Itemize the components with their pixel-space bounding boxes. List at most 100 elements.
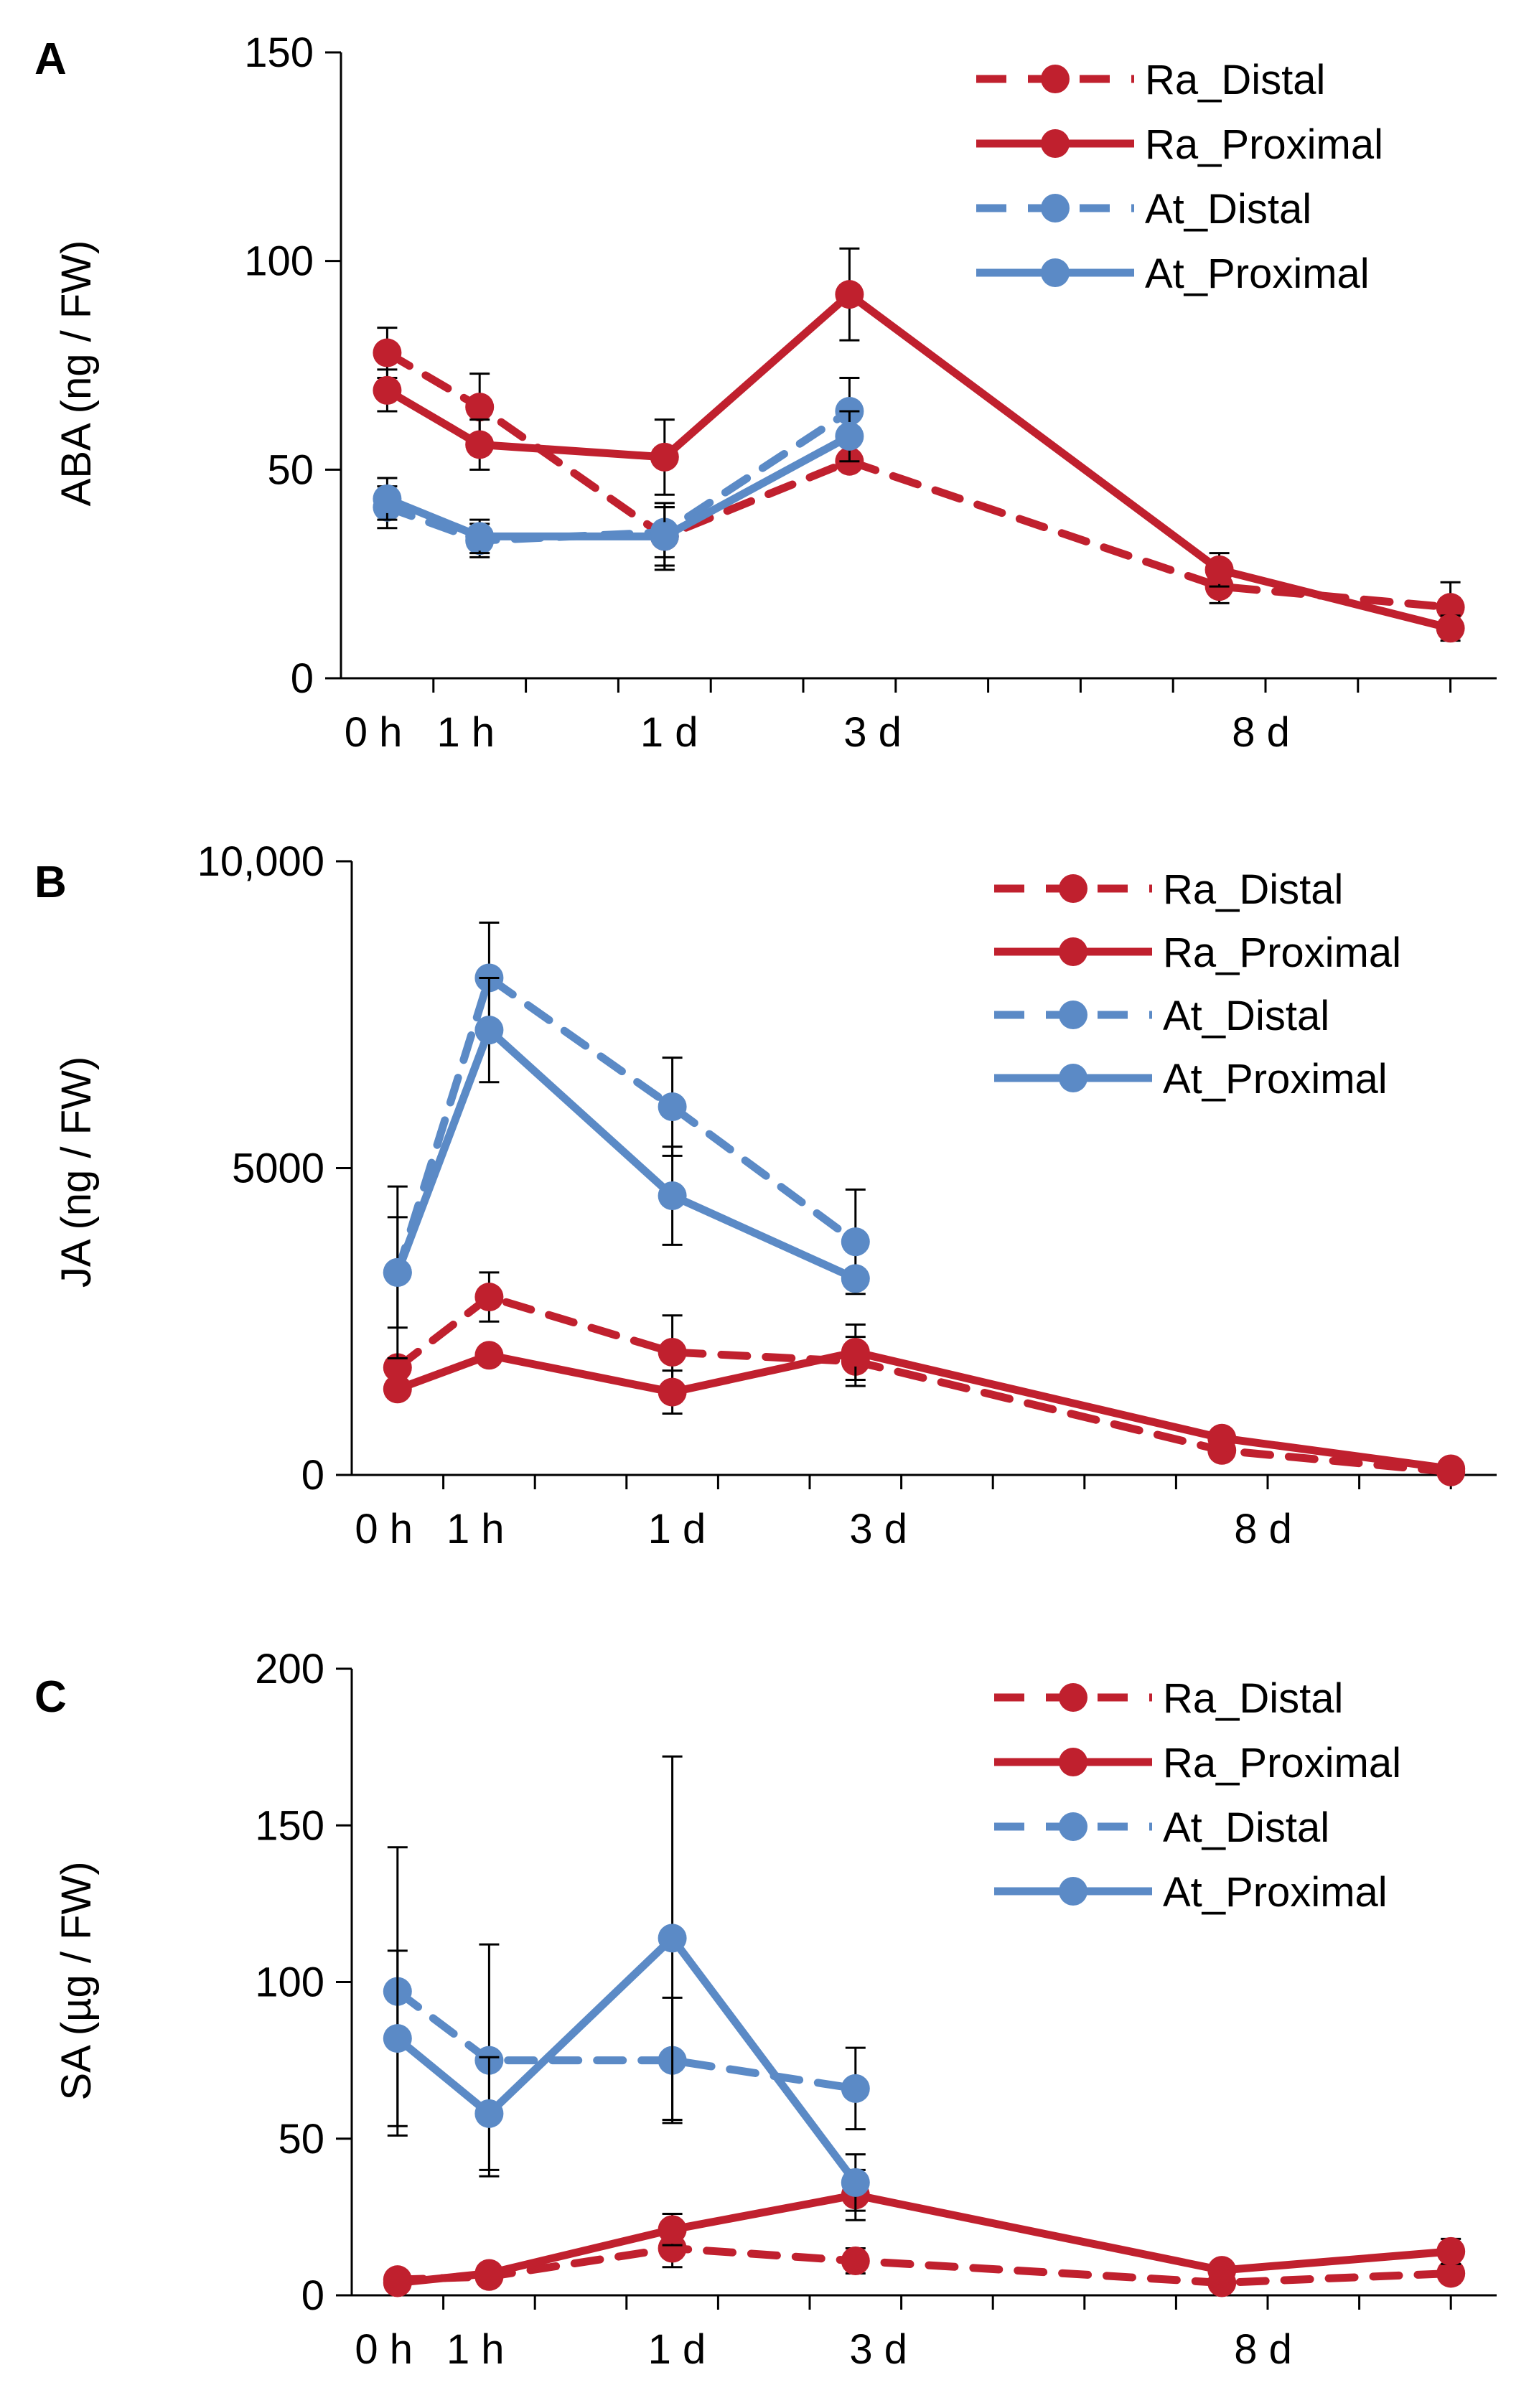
x-tick-label: 3 d bbox=[843, 709, 902, 756]
y-tick-label: 10,000 bbox=[197, 838, 324, 885]
panel-letter: B bbox=[34, 858, 67, 907]
data-point bbox=[841, 2074, 870, 2103]
legend-swatch-marker bbox=[1059, 874, 1087, 903]
x-tick-label: 0 h bbox=[355, 1506, 413, 1552]
series-line bbox=[393, 1348, 1455, 1473]
data-point bbox=[1436, 2259, 1466, 2288]
x-tick-label: 1 d bbox=[648, 2326, 706, 2373]
data-point bbox=[841, 1227, 870, 1257]
x-tick-label: 3 d bbox=[849, 2326, 907, 2373]
legend-swatch-marker bbox=[1059, 1877, 1087, 1906]
legend-swatch-marker bbox=[1041, 194, 1070, 222]
data-point bbox=[373, 338, 402, 367]
legend-label: At_Distal bbox=[1163, 993, 1329, 1039]
data-point bbox=[658, 1181, 687, 1210]
series-at-proximal bbox=[383, 976, 870, 1329]
panel-letter: A bbox=[34, 34, 67, 84]
data-point bbox=[465, 522, 495, 551]
x-tick-label: 0 h bbox=[345, 709, 403, 756]
data-point bbox=[465, 393, 495, 422]
legend-swatch-marker bbox=[1059, 1683, 1087, 1712]
data-point bbox=[1207, 2256, 1237, 2285]
legend-swatch-marker bbox=[1059, 1001, 1087, 1029]
data-point bbox=[373, 484, 402, 514]
data-point bbox=[841, 2246, 870, 2275]
legend-item-ra-proximal: Ra_Proximal bbox=[994, 929, 1401, 976]
panel-b: B JA (ng / FW) 0 5000 10,000 0 h 1 h 1 d 3 d 8 … bbox=[34, 838, 1497, 1552]
series-line bbox=[393, 2191, 1455, 2287]
legend: Ra_Distal Ra_Proximal At_Distal At_Proximal bbox=[994, 1675, 1401, 1916]
x-tick-label: 3 d bbox=[849, 1506, 907, 1552]
legend-swatch-marker bbox=[1059, 1812, 1087, 1841]
series-ra-proximal bbox=[383, 2168, 1466, 2297]
legend-swatch-marker bbox=[1041, 129, 1070, 158]
data-point bbox=[1436, 593, 1465, 622]
data-point bbox=[841, 1264, 870, 1293]
series-at-distal bbox=[383, 1846, 870, 2178]
data-point bbox=[1436, 2236, 1466, 2266]
series-line bbox=[393, 1026, 860, 1283]
legend: Ra_Distal Ra_Proximal At_Distal At_Proximal bbox=[976, 57, 1383, 297]
legend-item-ra-proximal: Ra_Proximal bbox=[976, 121, 1383, 168]
series-line bbox=[393, 973, 860, 1277]
y-axis-label: SA (µg / FW) bbox=[53, 1861, 100, 2100]
series-line bbox=[393, 2244, 1455, 2287]
legend-swatch-marker bbox=[1041, 65, 1070, 93]
y-tick-label: 100 bbox=[255, 1959, 324, 2006]
legend-label: Ra_Distal bbox=[1163, 866, 1343, 913]
legend-label: At_Distal bbox=[1163, 1804, 1329, 1851]
legend-item-at-proximal: At_Proximal bbox=[976, 250, 1370, 297]
series-ra-proximal bbox=[383, 1324, 1466, 1484]
y-tick-label: 50 bbox=[267, 446, 314, 493]
legend-label: Ra_Proximal bbox=[1163, 1740, 1401, 1786]
legend-label: At_Distal bbox=[1145, 186, 1311, 233]
x-tick-label: 1 h bbox=[446, 2326, 505, 2373]
legend-label: At_Proximal bbox=[1145, 250, 1370, 297]
series-at-proximal bbox=[373, 410, 864, 567]
series-layer bbox=[383, 1755, 1466, 2297]
legend-item-ra-distal: Ra_Distal bbox=[976, 57, 1325, 103]
y-tick-label: 50 bbox=[278, 2116, 324, 2163]
series-line bbox=[393, 1987, 860, 2093]
y-tick-label: 200 bbox=[255, 1646, 324, 1692]
legend-label: At_Proximal bbox=[1163, 1869, 1388, 1916]
legend-label: Ra_Distal bbox=[1145, 57, 1325, 103]
legend-item-at-proximal: At_Proximal bbox=[994, 1869, 1388, 1916]
series-at-proximal bbox=[383, 1755, 870, 2212]
y-tick-label: 5000 bbox=[232, 1146, 324, 1192]
x-tick-label: 8 d bbox=[1232, 709, 1290, 756]
legend-item-at-distal: At_Distal bbox=[994, 1804, 1329, 1851]
data-point bbox=[474, 1283, 504, 1312]
y-tick-label: 100 bbox=[244, 238, 314, 285]
series-ra-distal bbox=[383, 1271, 1466, 1486]
y-tick-label: 150 bbox=[255, 1802, 324, 1849]
legend-item-at-distal: At_Distal bbox=[976, 186, 1311, 233]
data-point bbox=[383, 1257, 412, 1287]
data-point bbox=[658, 1377, 687, 1407]
x-tick-label: 1 h bbox=[446, 1506, 505, 1552]
x-tick-label: 1 d bbox=[648, 1506, 706, 1552]
legend-label: Ra_Distal bbox=[1163, 1675, 1343, 1722]
x-tick-label: 0 h bbox=[355, 2326, 413, 2373]
series-layer bbox=[383, 922, 1466, 1486]
series-line bbox=[393, 1293, 1455, 1476]
data-point bbox=[383, 1353, 412, 1382]
series-at-distal bbox=[383, 922, 870, 1360]
data-point bbox=[658, 1338, 687, 1367]
y-axis-label: ABA (ng / FW) bbox=[53, 240, 100, 507]
y-axis-label: JA (ng / FW) bbox=[53, 1057, 100, 1288]
data-point bbox=[383, 1374, 412, 1404]
legend-label: Ra_Proximal bbox=[1163, 929, 1401, 976]
data-point bbox=[383, 2268, 412, 2297]
data-point bbox=[658, 1924, 687, 1953]
data-point bbox=[474, 2099, 504, 2128]
data-point bbox=[835, 280, 864, 309]
data-point bbox=[841, 2168, 870, 2197]
data-point bbox=[650, 442, 679, 472]
data-point bbox=[650, 522, 679, 551]
legend-item-ra-distal: Ra_Distal bbox=[994, 1675, 1343, 1722]
